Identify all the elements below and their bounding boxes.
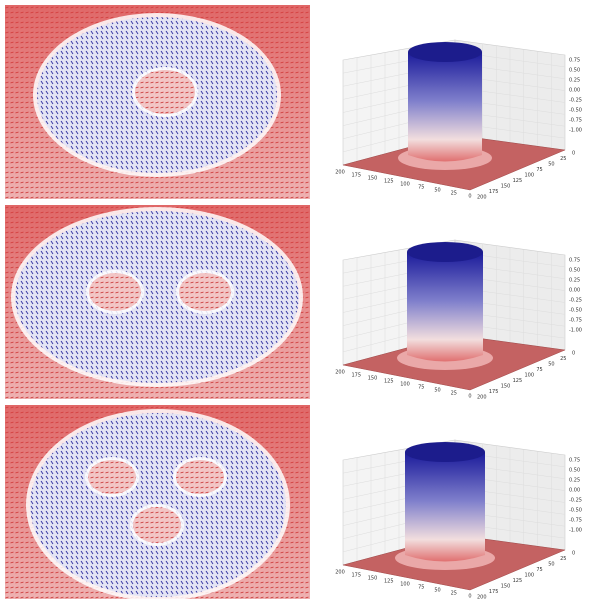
x-tick-label: 100	[400, 382, 410, 388]
y-tick-label: 125	[513, 178, 523, 184]
x-tick-label: 0	[468, 594, 471, 600]
x-tick-label: 175	[351, 373, 361, 379]
x-tick-label: 50	[434, 388, 440, 394]
x-tick-label: 125	[384, 579, 394, 585]
x-tick-label: 150	[368, 376, 378, 382]
x-tick-label: 75	[418, 585, 424, 591]
y-tick-label: 75	[536, 367, 542, 373]
z-tick-label: 0.75	[569, 58, 580, 64]
y-tick-label: 200	[477, 595, 487, 601]
z-tick-label: -0.25	[569, 498, 582, 504]
figure: 0.750.500.250.00-0.25-0.50-0.75-1.002001…	[0, 0, 592, 603]
y-tick-label: 150	[501, 184, 511, 190]
z-tick-label: 0.00	[569, 88, 580, 94]
z-tick-label: -0.75	[569, 318, 582, 324]
hole	[88, 460, 136, 494]
x-tick-label: 100	[400, 582, 410, 588]
y-tick-label: 200	[477, 395, 487, 401]
y-tick-label: 100	[525, 573, 535, 579]
z-tick-label: 0.75	[569, 458, 580, 464]
z-tick-label: 0.00	[569, 288, 580, 294]
x-tick-label: 75	[418, 385, 424, 391]
z-tick-label: 0.50	[569, 468, 580, 474]
x-tick-label: 150	[368, 176, 378, 182]
z-tick-label: -0.75	[569, 518, 582, 524]
x-tick-label: 200	[335, 570, 345, 576]
x-tick-label: 25	[451, 591, 457, 597]
domain	[15, 211, 299, 383]
z-tick-label: -1.00	[569, 128, 582, 134]
z-tick-label: 0.50	[569, 68, 580, 74]
z-tick-label: 0.25	[569, 278, 580, 284]
z-tick-label: -0.50	[569, 108, 582, 114]
x-tick-label: 25	[451, 391, 457, 397]
surface	[405, 452, 485, 562]
z-tick-label: -1.00	[569, 528, 582, 534]
y-tick-label: 100	[525, 373, 535, 379]
z-tick-label: -0.25	[569, 298, 582, 304]
x-tick-label: 175	[351, 573, 361, 579]
y-tick-label: 75	[536, 167, 542, 173]
x-tick-label: 200	[335, 370, 345, 376]
x-tick-label: 50	[434, 188, 440, 194]
z-tick-label: -0.25	[569, 98, 582, 104]
z-tick-label: -0.75	[569, 118, 582, 124]
y-tick-label: 200	[477, 195, 487, 201]
y-tick-label: 125	[513, 378, 523, 384]
hole	[176, 460, 224, 494]
y-tick-label: 0	[572, 351, 575, 357]
y-tick-label: 50	[548, 362, 554, 368]
surface-top	[407, 242, 483, 262]
surface-top	[405, 442, 485, 462]
y-tick-label: 125	[513, 578, 523, 584]
hole	[133, 507, 181, 543]
hole	[89, 273, 141, 311]
x-tick-label: 0	[468, 394, 471, 400]
y-tick-label: 25	[560, 156, 566, 162]
y-tick-label: 50	[548, 562, 554, 568]
x-tick-label: 125	[384, 379, 394, 385]
hole	[179, 273, 231, 311]
z-tick-label: 0.50	[569, 268, 580, 274]
y-tick-label: 50	[548, 162, 554, 168]
x-tick-label: 150	[368, 576, 378, 582]
hole	[135, 70, 195, 114]
y-tick-label: 175	[489, 389, 499, 395]
x-tick-label: 125	[384, 179, 394, 185]
y-tick-label: 150	[501, 384, 511, 390]
y-tick-label: 25	[560, 556, 566, 562]
y-tick-label: 75	[536, 567, 542, 573]
x-tick-label: 75	[418, 185, 424, 191]
z-tick-label: -0.50	[569, 508, 582, 514]
y-tick-label: 0	[572, 151, 575, 157]
x-tick-label: 50	[434, 588, 440, 594]
y-tick-label: 25	[560, 356, 566, 362]
y-tick-label: 175	[489, 189, 499, 195]
y-tick-label: 150	[501, 584, 511, 590]
surface	[408, 52, 482, 162]
surface-top	[408, 42, 482, 62]
z-tick-label: -0.50	[569, 308, 582, 314]
x-tick-label: 175	[351, 173, 361, 179]
y-tick-label: 100	[525, 173, 535, 179]
x-tick-label: 100	[400, 182, 410, 188]
x-tick-label: 25	[451, 191, 457, 197]
z-tick-label: 0.25	[569, 478, 580, 484]
y-tick-label: 175	[489, 589, 499, 595]
z-tick-label: 0.25	[569, 78, 580, 84]
y-tick-label: 0	[572, 551, 575, 557]
z-tick-label: -1.00	[569, 328, 582, 334]
x-tick-label: 200	[335, 170, 345, 176]
x-tick-label: 0	[468, 194, 471, 200]
z-tick-label: 0.75	[569, 258, 580, 264]
z-tick-label: 0.00	[569, 488, 580, 494]
surface	[407, 252, 483, 362]
